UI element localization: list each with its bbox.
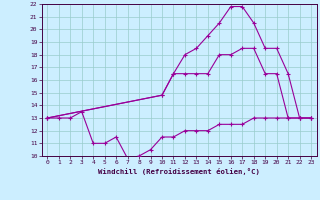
X-axis label: Windchill (Refroidissement éolien,°C): Windchill (Refroidissement éolien,°C) — [98, 168, 260, 175]
